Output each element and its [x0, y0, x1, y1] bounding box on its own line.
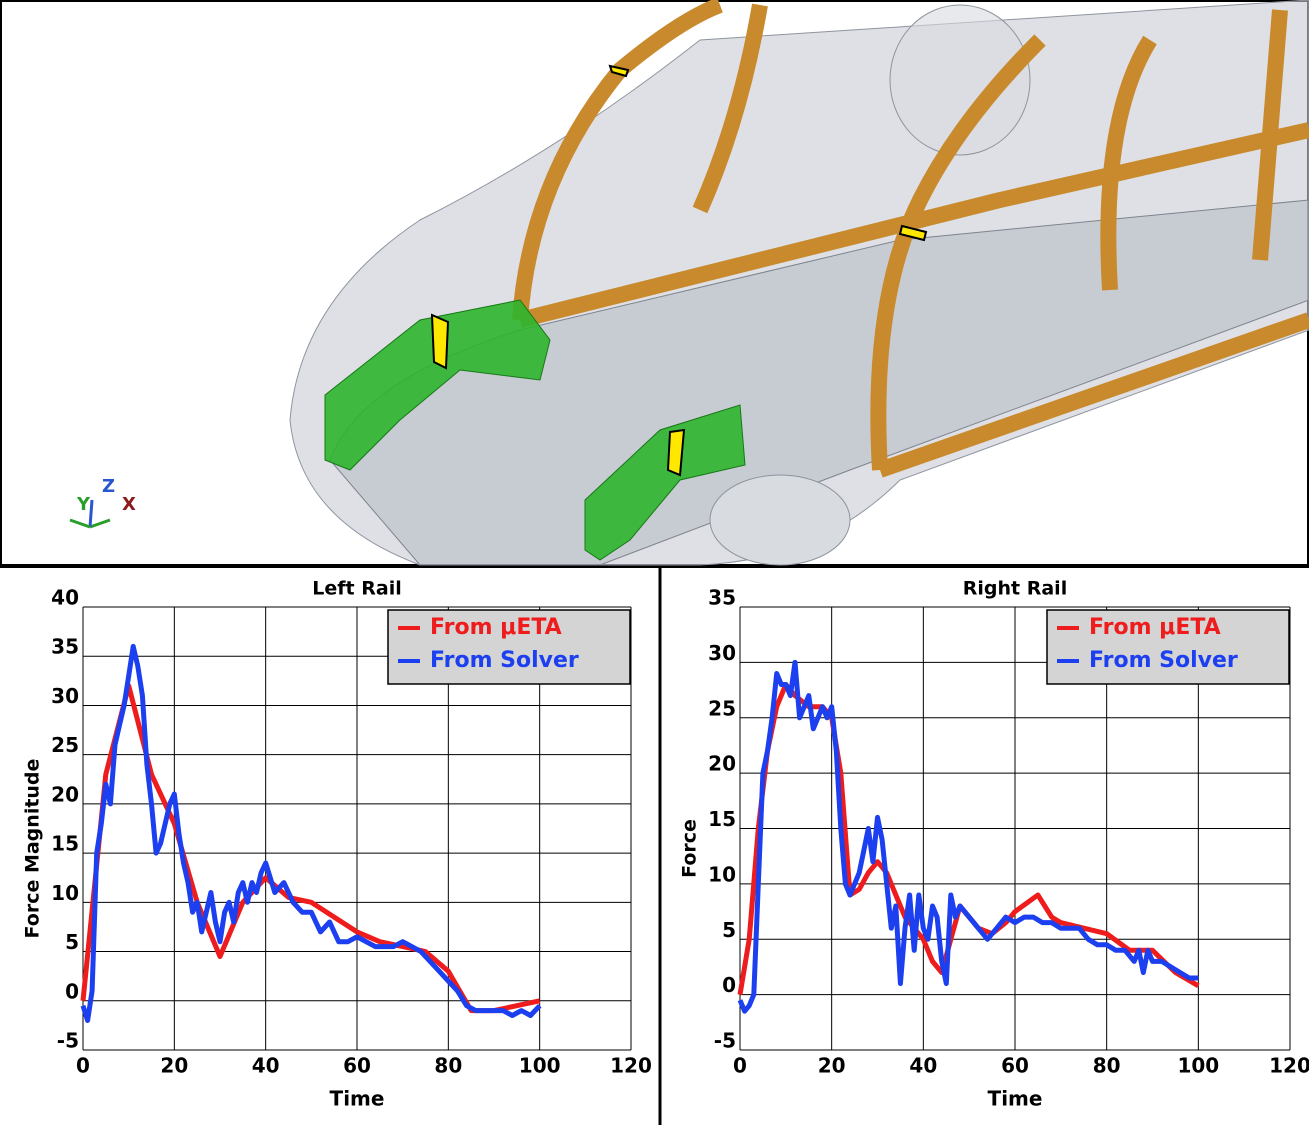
x-tick-label: 100 — [1177, 1054, 1219, 1078]
legend-label: From Solver — [1089, 648, 1238, 673]
x-tick-label: 120 — [1269, 1054, 1309, 1078]
y-tick-label: 25 — [51, 733, 79, 757]
y-tick-label: 0 — [65, 979, 79, 1003]
y-tick-label: 35 — [708, 586, 736, 610]
y-tick-label: 30 — [708, 641, 736, 665]
y-tick-label: 25 — [708, 696, 736, 720]
axis-y-label: Y — [76, 494, 91, 515]
x-tick-label: 20 — [818, 1054, 846, 1078]
y-tick-label: -5 — [57, 1029, 79, 1053]
x-tick-label: 20 — [160, 1054, 188, 1078]
app-window: Y Z X Left Rail Time Force Magnitude 0 20 40 6… — [0, 0, 1309, 1125]
3d-viewport: Y Z X — [1, 0, 1309, 565]
y-axis-label: Force — [679, 819, 701, 878]
x-tick-label: 60 — [343, 1054, 371, 1078]
x-tick-label: 0 — [733, 1054, 747, 1078]
x-tick-label: 0 — [76, 1054, 90, 1078]
y-tick-label: 10 — [51, 881, 79, 905]
chart-title: Left Rail — [312, 578, 401, 600]
y-tick-label: 20 — [708, 752, 736, 776]
x-tick-label: 80 — [434, 1054, 462, 1078]
x-tick-label: 40 — [909, 1054, 937, 1078]
chart-title: Right Rail — [963, 578, 1067, 600]
axis-x-label: X — [122, 494, 136, 515]
y-tick-label: 20 — [51, 782, 79, 806]
y-tick-label: 10 — [708, 862, 736, 886]
legend-label: From Solver — [430, 648, 579, 673]
axis-z-label: Z — [102, 476, 115, 497]
y-tick-label: 15 — [708, 807, 736, 831]
y-tick-label: 5 — [65, 930, 79, 954]
y-tick-label: -5 — [714, 1029, 736, 1053]
x-tick-label: 80 — [1093, 1054, 1121, 1078]
y-tick-label: 40 — [51, 586, 79, 610]
y-tick-label: 30 — [51, 684, 79, 708]
x-tick-label: 60 — [1001, 1054, 1029, 1078]
y-axis-label: Force Magnitude — [22, 759, 44, 939]
x-tick-label: 40 — [252, 1054, 280, 1078]
x-axis-label: Time — [330, 1087, 385, 1111]
x-tick-label: 120 — [610, 1054, 652, 1078]
legend-label: From μETA — [1089, 615, 1221, 640]
legend-label: From μETA — [430, 615, 562, 640]
y-tick-label: 5 — [722, 918, 736, 942]
y-tick-label: 0 — [722, 973, 736, 997]
x-axis-label: Time — [988, 1087, 1043, 1111]
x-tick-label: 100 — [519, 1054, 561, 1078]
y-tick-label: 35 — [51, 635, 79, 659]
y-tick-label: 15 — [51, 832, 79, 856]
